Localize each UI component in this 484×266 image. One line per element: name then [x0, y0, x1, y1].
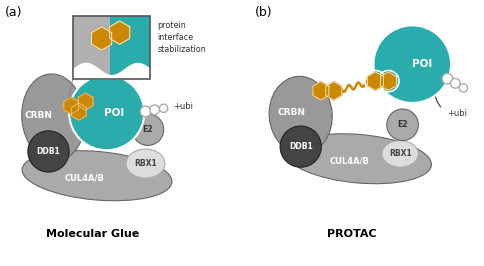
- Text: E2: E2: [396, 120, 407, 129]
- Text: RBX1: RBX1: [134, 159, 156, 168]
- Polygon shape: [91, 27, 111, 50]
- Circle shape: [458, 84, 467, 92]
- Text: RBX1: RBX1: [388, 149, 410, 158]
- Text: POI: POI: [104, 108, 124, 118]
- Text: (a): (a): [5, 6, 22, 19]
- Polygon shape: [367, 72, 383, 90]
- Text: CUL4A/B: CUL4A/B: [329, 157, 368, 166]
- Circle shape: [69, 75, 144, 150]
- Polygon shape: [379, 72, 395, 90]
- Circle shape: [132, 114, 163, 146]
- Text: PROTAC: PROTAC: [326, 229, 376, 239]
- Bar: [110, 16, 150, 79]
- Text: CRBN: CRBN: [276, 108, 304, 117]
- Ellipse shape: [126, 149, 165, 178]
- Polygon shape: [109, 21, 130, 44]
- Circle shape: [450, 78, 459, 88]
- Text: DDB1: DDB1: [37, 147, 60, 156]
- Polygon shape: [325, 82, 341, 100]
- Circle shape: [28, 131, 69, 172]
- Polygon shape: [64, 97, 78, 114]
- Text: (b): (b): [254, 6, 272, 19]
- Ellipse shape: [381, 140, 417, 167]
- Ellipse shape: [269, 76, 332, 154]
- Bar: [73, 16, 150, 79]
- Text: POI: POI: [411, 59, 431, 69]
- Text: CRBN: CRBN: [25, 111, 53, 120]
- Text: +ubi: +ubi: [446, 109, 467, 118]
- Text: protein
interface
stabilization: protein interface stabilization: [157, 22, 206, 54]
- Bar: [73, 16, 110, 79]
- Circle shape: [386, 109, 417, 140]
- Circle shape: [159, 104, 167, 112]
- Circle shape: [150, 105, 159, 115]
- Polygon shape: [78, 93, 93, 110]
- Text: Molecular Glue: Molecular Glue: [45, 229, 138, 239]
- Text: E2: E2: [142, 125, 153, 134]
- Polygon shape: [71, 103, 86, 120]
- Ellipse shape: [22, 74, 85, 161]
- Ellipse shape: [22, 151, 171, 201]
- Ellipse shape: [286, 134, 430, 184]
- Text: DDB1: DDB1: [288, 142, 312, 151]
- Circle shape: [373, 25, 450, 103]
- Circle shape: [441, 73, 452, 84]
- Text: +ubi: +ubi: [173, 102, 193, 111]
- Circle shape: [279, 126, 320, 167]
- Text: CUL4A/B: CUL4A/B: [65, 174, 105, 183]
- Circle shape: [140, 106, 151, 117]
- Polygon shape: [312, 82, 328, 100]
